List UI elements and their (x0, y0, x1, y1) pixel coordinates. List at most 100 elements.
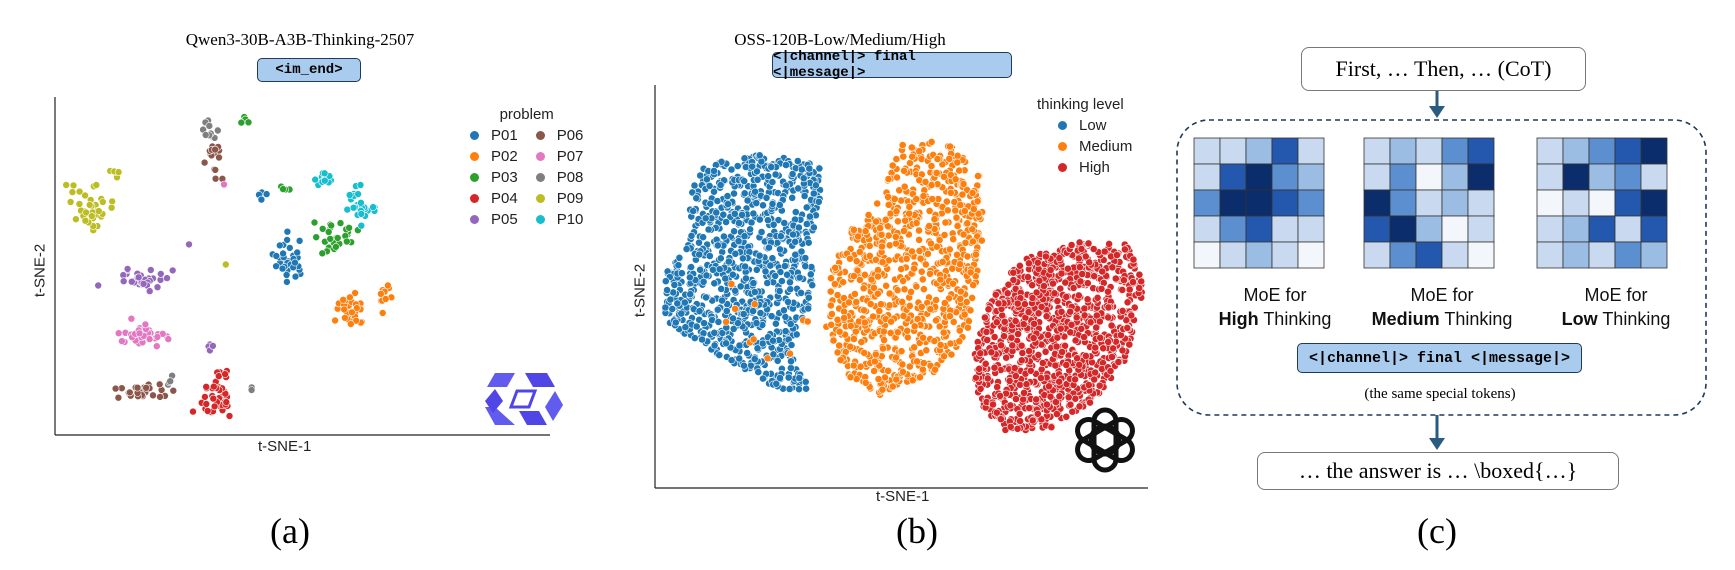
scatter-point-low (795, 223, 803, 232)
scatter-point-low (749, 209, 758, 218)
moe-heatmap-cell (1415, 241, 1443, 269)
moe-heatmap-cell (1297, 163, 1325, 191)
arrow-down-icon (1429, 438, 1445, 450)
scatter-point-p04 (209, 394, 218, 403)
scatter-point-low (695, 307, 704, 316)
scatter-point-p07 (135, 329, 144, 338)
scatter-point-low (797, 288, 805, 297)
scatter-point-low (727, 165, 736, 174)
moe-heatmap-cell (1193, 189, 1221, 217)
scatter-point-low (801, 254, 810, 262)
scatter-point-low (756, 309, 765, 317)
scatter-point-p08 (166, 377, 174, 386)
scatter-point-p03 (312, 233, 321, 241)
moe-heatmap-cell (1219, 215, 1247, 243)
scatter-point-low (713, 305, 722, 314)
scatter-point-p02 (346, 320, 355, 328)
moe-heatmap-cell (1271, 163, 1299, 191)
scatter-point-low (809, 189, 818, 198)
scatter-point-p10 (357, 221, 366, 230)
scatter-point-low (705, 252, 714, 260)
same-tokens-note: (the same special tokens) (1364, 386, 1516, 402)
scatter-point-p09 (72, 215, 80, 223)
scatter-point-low (753, 167, 761, 176)
legend-marker-icon (470, 215, 479, 224)
scatter-point-low (761, 267, 770, 276)
legend-marker-icon (470, 173, 479, 182)
scatter-point-p06 (156, 393, 164, 401)
answer-text: … the answer is … \boxed{…} (1298, 458, 1578, 483)
scatter-point-low (804, 238, 813, 247)
scatter-point-low (787, 341, 796, 349)
scatter-point-low (769, 336, 777, 345)
scatter-point-p04 (221, 370, 229, 378)
scatter-point-p03 (324, 228, 333, 236)
moe-heatmap-low (1536, 137, 1668, 269)
panel-a-legend-item-p08: P08 (535, 167, 583, 188)
scatter-point-low (716, 254, 725, 263)
scatter-point-p01 (291, 272, 300, 281)
scatter-point-p05 (168, 266, 177, 275)
scatter-point-low (690, 334, 699, 342)
scatter-point-low (674, 261, 683, 270)
moe-heatmap-cell (1219, 241, 1247, 269)
scatter-point-low (772, 379, 781, 388)
moe-heatmap-cell (1467, 163, 1495, 191)
moe-heatmap-cell (1415, 163, 1443, 191)
scatter-point-low (773, 356, 782, 365)
scatter-point-low (680, 298, 689, 307)
scatter-point-low (720, 232, 728, 241)
scatter-point-low (750, 288, 759, 296)
scatter-point-low (780, 219, 789, 227)
scatter-point-p03 (318, 225, 327, 233)
scatter-point-low (795, 273, 804, 282)
moe-heatmap-cell (1441, 137, 1469, 165)
moe-heatmap-cell (1640, 215, 1668, 243)
scatter-point-low (753, 175, 762, 184)
moe-heatmap-cell (1588, 241, 1616, 269)
moe-heatmap-cell (1562, 137, 1590, 165)
moe-heatmap-cell (1640, 137, 1668, 165)
scatter-point-low (788, 170, 797, 178)
scatter-point-low (715, 265, 724, 274)
moe-heatmap-cell (1588, 163, 1616, 191)
moe-heatmap-cell (1271, 241, 1299, 269)
scatter-point-low (730, 227, 738, 236)
scatter-point-p07 (127, 314, 136, 323)
scatter-point-low (793, 157, 802, 165)
legend-label: P07 (556, 148, 584, 165)
moe-heatmap-cell (1245, 189, 1273, 217)
scatter-point-low (792, 330, 801, 339)
panel-a-caption: (a) (270, 511, 310, 551)
scatter-point-low (764, 172, 773, 181)
scatter-point-low (703, 175, 711, 184)
scatter-point-low (805, 164, 814, 173)
scatter-point-low (686, 273, 694, 282)
moe-heatmap-cell (1297, 215, 1325, 243)
scatter-point-low (663, 286, 671, 294)
legend-marker-icon (535, 215, 545, 224)
moe-heatmap-cell (1219, 189, 1247, 217)
scatter-point-low (670, 280, 679, 289)
scatter-point-low (704, 225, 713, 234)
scatter-point-low (752, 319, 761, 327)
moe-heatmap-cell (1193, 163, 1221, 191)
scatter-point-p01 (283, 278, 291, 286)
moe-heatmap-cell (1415, 137, 1443, 165)
scatter-point-low (716, 181, 725, 189)
scatter-point-p10 (369, 203, 377, 211)
scatter-point-p02 (384, 281, 392, 290)
scatter-point-low (750, 355, 759, 363)
moe-heatmap-cell (1297, 189, 1325, 217)
scatter-point-p01 (283, 236, 291, 244)
moe-heatmap-cell (1562, 241, 1590, 269)
scatter-point-p01 (257, 195, 266, 204)
scatter-point-p09 (107, 203, 116, 212)
scatter-point-p03 (318, 249, 327, 258)
scatter-point-low (797, 247, 806, 256)
scatter-point-low (740, 189, 749, 198)
moe-label-medium: MoE for Medium Thinking (1371, 285, 1513, 329)
scatter-point-low (810, 223, 818, 232)
scatter-point-p04 (201, 393, 209, 401)
scatter-point-low (776, 232, 785, 241)
